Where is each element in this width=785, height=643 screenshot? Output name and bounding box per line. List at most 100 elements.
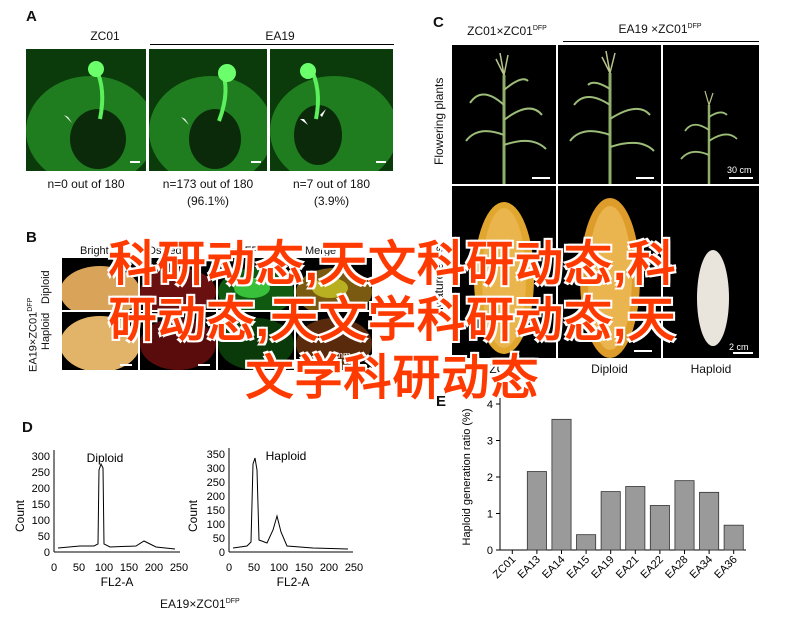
panel-d-left-xtick: 150 <box>120 562 138 574</box>
panel-d-left-ytick: 50 <box>38 531 50 543</box>
panel-c-ear-haploid: 2 cm <box>663 186 759 358</box>
panel-d-right-xtick: 250 <box>345 562 363 574</box>
panel-c-caption-zc01: ZC01 <box>489 362 519 376</box>
panel-a-image-1 <box>26 49 146 171</box>
bar <box>600 491 621 551</box>
y-tick-label: 4 <box>487 399 493 411</box>
panel-b-scale-label: 2 mm <box>328 350 351 360</box>
bar <box>699 491 720 551</box>
bar <box>649 505 670 551</box>
panel-c-caption-haploid: Haploid <box>690 362 732 376</box>
panel-c-plant-diploid <box>558 45 661 184</box>
x-tick-label: EA15 <box>565 554 593 582</box>
panel-c-header-right: EA19 ×ZC01DFP <box>618 22 702 36</box>
x-tick-label: EA19 <box>589 554 617 582</box>
x-tick-label: EA13 <box>515 554 543 582</box>
panel-a-caption-2: n=173 out of 180 <box>162 177 254 191</box>
panel-d-right-ytick: 150 <box>207 505 225 517</box>
watermark-line-3: 文学科研动态 <box>245 352 540 405</box>
watermark-line-1: 科研动态,天文科研动态,科 <box>108 238 677 291</box>
watermark-line-2: 研动态,天文学科研动态,天 <box>108 294 677 347</box>
panel-b-col-bright: Bright <box>80 245 109 257</box>
panel-c-plant-zc01 <box>452 45 556 184</box>
panel-e-letter: E <box>436 393 447 410</box>
panel-b-image-egfp-top <box>218 258 294 310</box>
panel-b-image-merge-top <box>296 258 372 310</box>
panel-c-scale-2cm: 2 cm <box>729 342 749 352</box>
panel-a-image-3 <box>270 49 393 171</box>
x-tick-label: EA34 <box>688 554 716 582</box>
panel-d-right-ylabel: Count <box>186 499 200 532</box>
panel-d-right-xtick: 0 <box>226 562 232 574</box>
panel-a-caption-3: n=7 out of 180 <box>292 177 371 191</box>
panel-c-caption-diploid: Diploid <box>591 362 628 376</box>
panel-a-header-rule <box>150 44 394 45</box>
y-tick-label: 3 <box>487 436 493 448</box>
x-tick-label: EA36 <box>712 554 740 582</box>
panel-b-image-bright-bottom <box>62 312 138 370</box>
panel-b-col-egfp: eGFP <box>230 245 259 257</box>
bar <box>576 534 597 551</box>
panel-b-image-bright-top <box>62 258 138 310</box>
x-tick-label: EA21 <box>614 554 642 582</box>
panel-d-right-xtick: 50 <box>248 562 260 574</box>
panel-d-right-xtick: 150 <box>295 562 313 574</box>
panel-a-caption-3b: (3.9%) <box>313 194 350 208</box>
x-tick-label: EA22 <box>638 554 666 582</box>
panel-d-left-ylabel: Count <box>13 499 27 532</box>
panel-d-left-xtick: 0 <box>51 562 57 574</box>
panel-d-left-xtick: 50 <box>73 562 85 574</box>
panel-a-caption-1: n=0 out of 180 <box>47 177 125 191</box>
panel-b-image-dsred-top <box>140 258 216 310</box>
panel-d-left-ytick: 100 <box>32 515 50 527</box>
panel-d-right-xtick: 100 <box>270 562 288 574</box>
panel-c-letter: C <box>433 14 444 31</box>
panel-c-plant-haploid: 30 cm <box>663 45 759 184</box>
panel-d-right-ytick: 0 <box>219 547 225 559</box>
panel-a-letter: A <box>26 8 37 25</box>
y-tick-label: 1 <box>487 509 493 521</box>
panel-b-image-dsred-bottom <box>140 312 216 370</box>
panel-c-scale-30cm: 30 cm <box>727 165 752 175</box>
panel-d-left-title: Diploid <box>87 451 124 465</box>
panel-b-image-merge-bottom: 2 mm <box>296 312 372 370</box>
panel-d-right-xlabel: FL2-A <box>277 575 310 589</box>
y-axis-label: Haploid generation ratio (%) <box>461 409 473 546</box>
panel-d-right-ytick: 50 <box>213 533 225 545</box>
panel-d-right-ytick: 100 <box>207 519 225 531</box>
panel-c-ear-diploid <box>558 186 661 358</box>
panel-d-left-xtick: 100 <box>95 562 113 574</box>
panel-d-left-ytick: 250 <box>32 467 50 479</box>
panel-d-right-ytick: 250 <box>207 477 225 489</box>
bar <box>625 486 646 551</box>
panel-a-header-zc01: ZC01 <box>90 29 120 43</box>
panel-d-left-xlabel: FL2-A <box>101 575 134 589</box>
panel-d-left-xtick: 200 <box>145 562 163 574</box>
y-tick-label: 0 <box>487 545 493 557</box>
bar <box>526 471 547 551</box>
panel-d-left-ytick: 150 <box>32 499 50 511</box>
x-tick-label: EA28 <box>663 554 691 582</box>
panel-c-header-rule <box>563 41 759 42</box>
x-tick-label: ZC01 <box>491 554 519 582</box>
panel-b-image-egfp-bottom <box>218 312 294 370</box>
panel-d-footer: EA19×ZC01DFP <box>160 597 240 611</box>
panel-d-left-xtick: 250 <box>170 562 188 574</box>
panel-d-left-ytick: 300 <box>32 451 50 463</box>
panel-d-right-ytick: 300 <box>207 463 225 475</box>
panel-d-histogram-haploid: Count 0 50 100 150 200 250 300 350 Haplo… <box>186 448 363 589</box>
bar <box>723 524 744 551</box>
panel-c-header-left: ZC01×ZC01DFP <box>467 24 547 38</box>
panel-b-letter: B <box>26 229 37 246</box>
panel-b-col-merge: Merge <box>305 245 337 257</box>
panel-d-right-xtick: 200 <box>320 562 338 574</box>
panel-d-left-ytick: 200 <box>32 483 50 495</box>
bar <box>674 480 695 551</box>
panel-d-left-ytick: 0 <box>44 547 50 559</box>
panel-c-ear-zc01 <box>452 186 556 358</box>
bar <box>551 418 572 551</box>
panel-d-letter: D <box>22 419 33 436</box>
panel-d-histogram-diploid: Count 0 50 100 150 200 250 300 Diploid 0… <box>13 450 188 589</box>
panel-a-caption-2b: (96.1%) <box>186 194 230 208</box>
